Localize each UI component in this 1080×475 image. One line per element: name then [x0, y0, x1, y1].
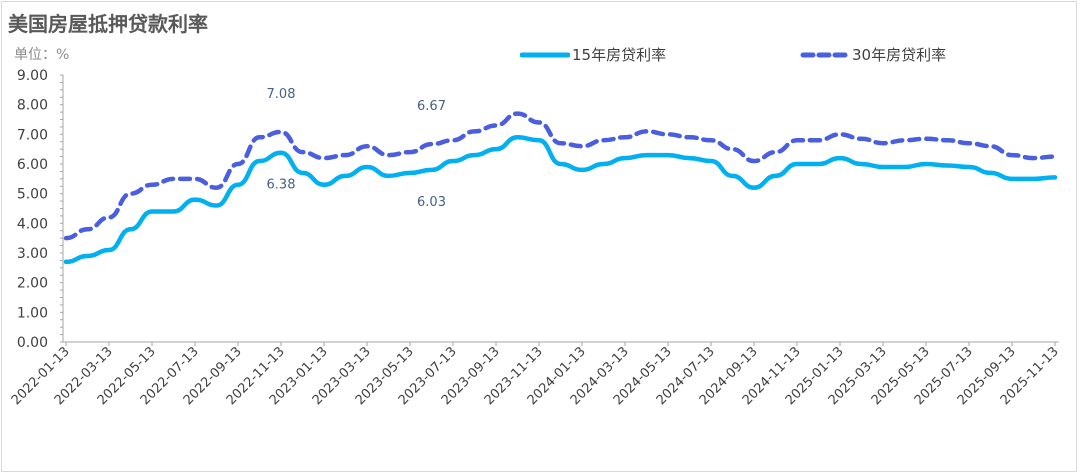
y-tick-label: 5.00: [17, 187, 48, 203]
series-line-15yr: [63, 135, 1058, 265]
y-tick-label: 9.00: [17, 68, 48, 84]
chart-title: 美国房屋抵押贷款利率: [8, 12, 208, 36]
y-tick-label: 3.00: [17, 246, 48, 262]
y-tick-label: 7.00: [17, 127, 48, 143]
legend-label-30yr: 30年房贷利率: [852, 46, 947, 64]
data-label: 6.67: [417, 99, 446, 114]
data-label: 7.08: [267, 87, 296, 102]
legend-dashed-line-icon: [800, 52, 850, 57]
y-tick-label: 4.00: [17, 216, 48, 232]
legend-solid-line-icon: [520, 52, 570, 57]
y-tick-label: 1.00: [17, 305, 48, 321]
legend-item-15yr: 15年房贷利率: [520, 44, 666, 65]
legend-label-15yr: 15年房贷利率: [572, 46, 667, 64]
y-tick-label: 2.00: [17, 276, 48, 292]
legend-item-30yr: 30年房贷利率: [800, 44, 946, 65]
y-tick-label: 8.00: [17, 98, 48, 114]
series-line-30yr: [63, 111, 1058, 241]
y-tick-label: 0.00: [17, 335, 48, 351]
data-label: 6.38: [267, 178, 296, 193]
data-label: 6.03: [417, 195, 446, 210]
y-tick-label: 6.00: [17, 157, 48, 173]
unit-label: 单位：%: [14, 47, 70, 63]
